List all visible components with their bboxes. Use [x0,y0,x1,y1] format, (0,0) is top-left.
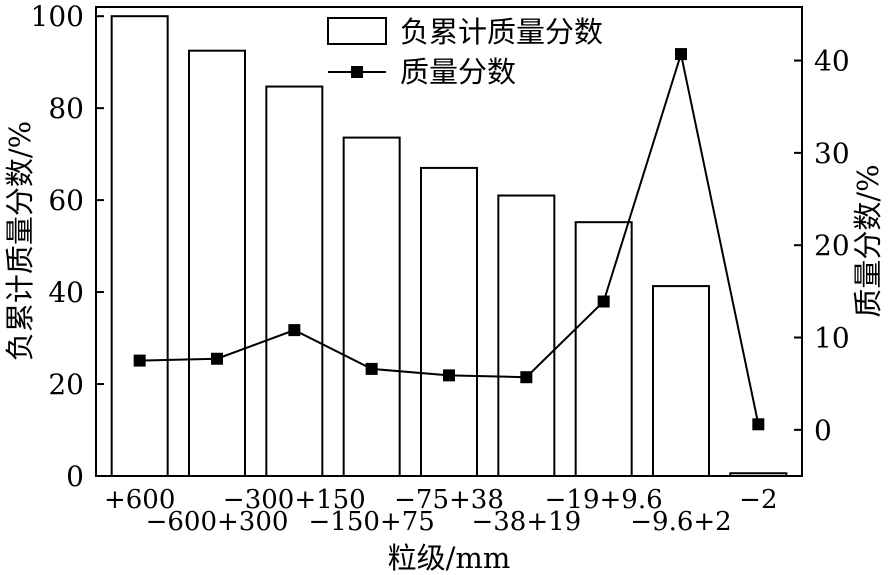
bar-0 [110,15,169,478]
right-tick-label-0: 0 [814,414,832,447]
category-label-2: −300+150 [223,485,366,515]
line-point-2 [288,324,301,337]
right-tick-label-3: 30 [814,137,850,170]
bar-7 [652,285,710,477]
bar-3 [342,136,401,477]
right-tick-label-4: 40 [814,45,850,78]
bars-group [110,15,788,478]
bar-4 [420,166,478,477]
category-label-3: −150+75 [309,507,435,537]
category-label-5: −38+19 [471,507,581,537]
bar-5 [497,194,556,477]
category-label-7: −9.6+2 [630,507,731,537]
left-tick-label-2: 40 [48,276,84,309]
x-axis-title: 粒级/mm [388,541,511,575]
right-tick-label-2: 20 [814,229,850,262]
line-point-4 [443,369,455,382]
legend-bar-label: 负累计质量分数 [400,15,603,49]
bar-8 [729,472,788,478]
bar-6 [574,221,633,477]
left-tick-label-3: 60 [48,184,84,217]
legend-marker-swatch [351,66,363,78]
category-label-4: −75+38 [394,485,504,515]
left-tick-label-4: 80 [48,92,84,125]
category-label-8: −2 [739,485,777,515]
left-axis-title: 负累计质量分数/% [3,121,37,361]
line-point-0 [133,354,146,367]
right-axis-title: 质量分数/% [851,164,885,317]
category-labels: +600−600+300−300+150−150+75−75+38−38+19−… [104,485,778,537]
line-point-6 [597,295,610,308]
left-tick-label-1: 20 [48,368,84,401]
line-point-7 [675,48,687,61]
line-point-5 [520,371,533,384]
bar-1 [188,49,246,478]
line-point-8 [752,418,765,431]
legend: 负累计质量分数 质量分数 [327,15,603,89]
line-point-1 [211,352,223,365]
line-point-3 [365,362,378,375]
right-tick-label-1: 10 [814,322,850,355]
left-axis-ticks: 0 20 40 60 80 100 [31,0,104,493]
left-tick-label-0: 0 [66,460,84,493]
left-tick-label-5: 100 [31,0,84,33]
category-label-0: +600 [104,485,175,515]
right-axis-ticks: 0 10 20 30 40 [794,45,850,447]
legend-line-label: 质量分数 [400,55,516,89]
bar-2 [265,85,324,477]
legend-bar-swatch [327,17,387,45]
category-label-6: −19+9.6 [545,485,663,515]
category-label-1: −600+300 [146,507,289,537]
line-series-group [133,48,765,431]
